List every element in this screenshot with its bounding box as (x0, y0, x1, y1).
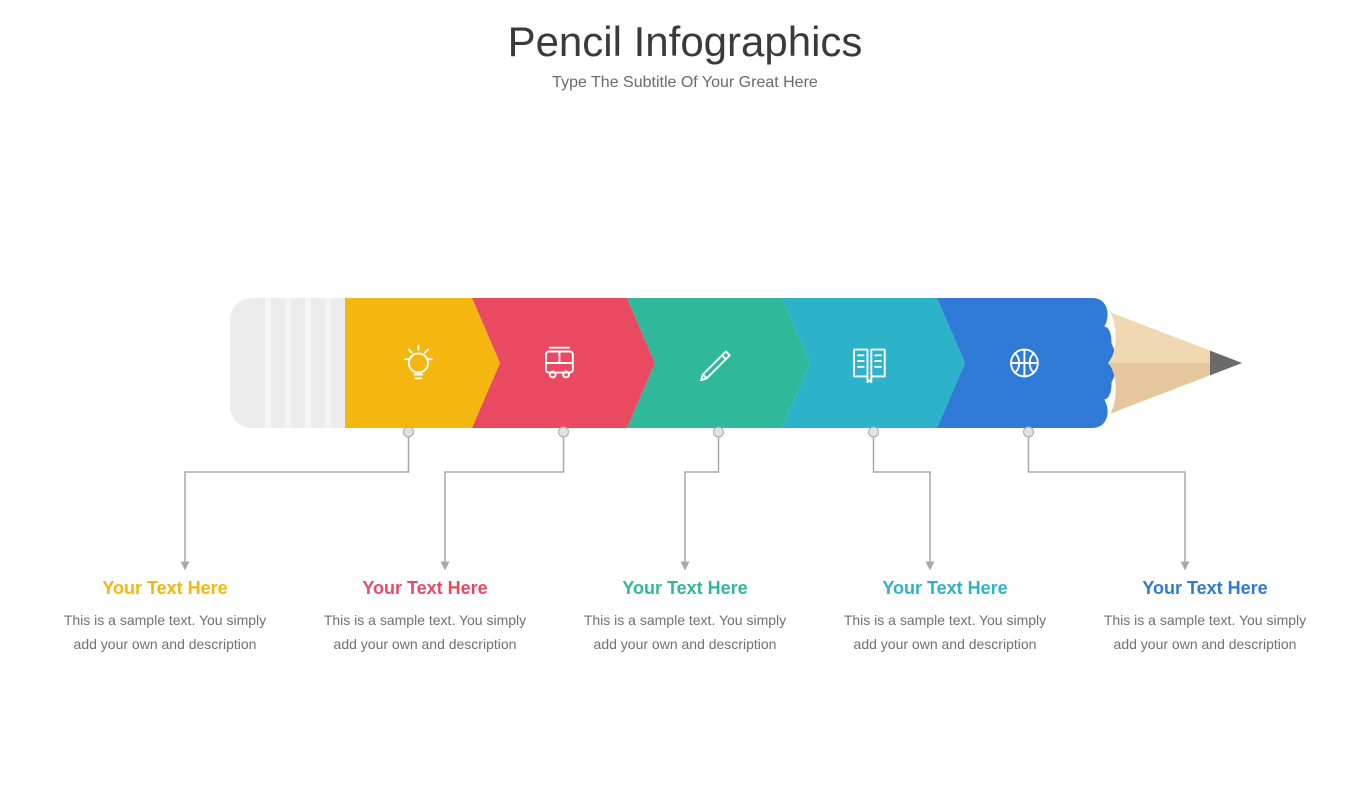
caption-4: Your Text Here This is a sample text. Yo… (835, 578, 1055, 657)
book-icon (846, 340, 892, 386)
caption-title: Your Text Here (55, 578, 275, 599)
caption-title: Your Text Here (315, 578, 535, 599)
caption-body: This is a sample text. You simply add yo… (575, 609, 795, 657)
pencil-graphic (230, 298, 1190, 428)
caption-title: Your Text Here (835, 578, 1055, 599)
caption-1: Your Text Here This is a sample text. Yo… (55, 578, 275, 657)
page-title: Pencil Infographics (0, 18, 1370, 66)
page-subtitle: Type The Subtitle Of Your Great Here (0, 74, 1370, 92)
caption-body: This is a sample text. You simply add yo… (835, 609, 1055, 657)
bus-icon (536, 340, 582, 386)
caption-5: Your Text Here This is a sample text. Yo… (1095, 578, 1315, 657)
caption-body: This is a sample text. You simply add yo… (315, 609, 535, 657)
caption-3: Your Text Here This is a sample text. Yo… (575, 578, 795, 657)
caption-body: This is a sample text. You simply add yo… (1095, 609, 1315, 657)
bulb-icon (395, 340, 441, 386)
pencil-eraser (230, 298, 345, 428)
pencil-tip (1092, 298, 1242, 428)
caption-body: This is a sample text. You simply add yo… (55, 609, 275, 657)
caption-2: Your Text Here This is a sample text. Yo… (315, 578, 535, 657)
basketball-icon (1001, 340, 1047, 386)
captions-row: Your Text Here This is a sample text. Yo… (0, 578, 1370, 657)
caption-title: Your Text Here (575, 578, 795, 599)
caption-title: Your Text Here (1095, 578, 1315, 599)
pen-icon (691, 340, 737, 386)
